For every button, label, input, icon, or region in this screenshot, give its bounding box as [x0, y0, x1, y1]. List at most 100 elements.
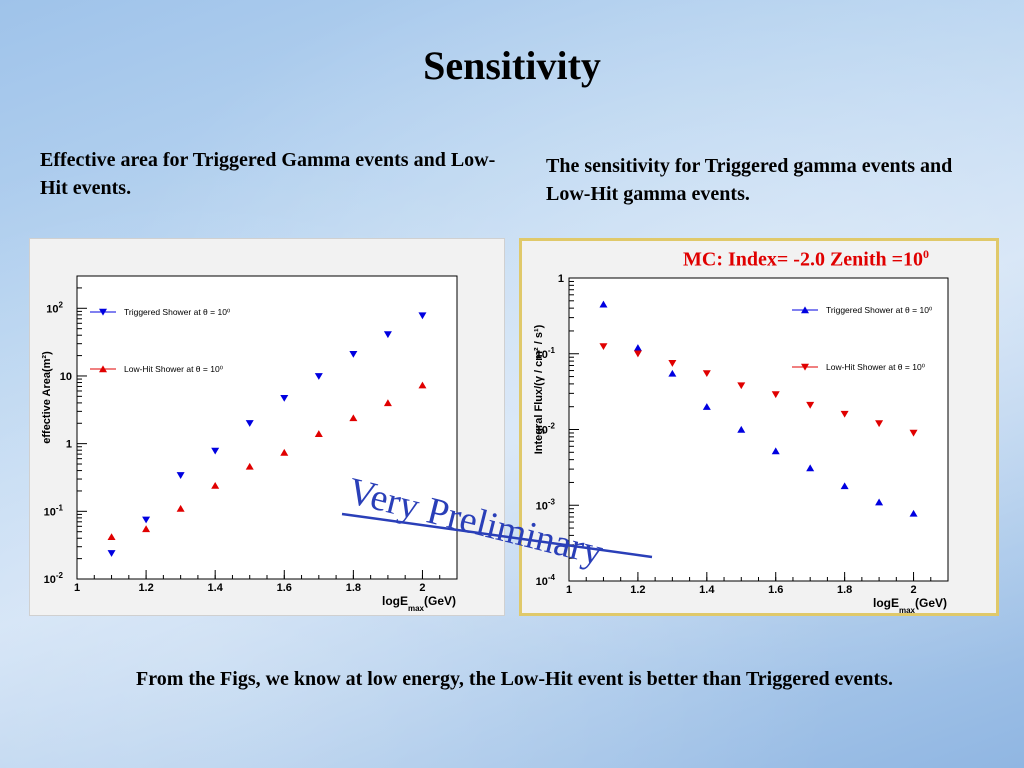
- data-point: [771, 391, 780, 399]
- legend-label: Triggered Shower at θ = 10⁰: [826, 305, 933, 315]
- data-point: [245, 462, 254, 470]
- x-tick-label: 1.6: [277, 582, 292, 594]
- data-point: [633, 350, 642, 358]
- legend-label: Triggered Shower at θ = 10⁰: [124, 307, 231, 317]
- data-point: [349, 414, 358, 422]
- y-tick-base: 10: [44, 574, 56, 586]
- data-point: [314, 430, 323, 437]
- data-point: [142, 525, 151, 533]
- x-label-subscript: max: [899, 606, 916, 613]
- data-point: [211, 481, 220, 489]
- x-tick-label: 1.4: [699, 584, 715, 596]
- data-point: [599, 300, 608, 308]
- x-tick-label: 2: [910, 584, 916, 596]
- legend-marker: [801, 363, 809, 371]
- series-low-hit: [599, 343, 918, 437]
- mc-parameters-label: MC: Index= -2.0 Zenith =100: [683, 247, 929, 272]
- data-point: [176, 504, 185, 512]
- data-point: [875, 420, 884, 428]
- x-label-subscript: max: [408, 604, 425, 613]
- y-axis-label: Integral Flux/(γ / cm² / s¹): [533, 324, 545, 454]
- y-tick-base: 10: [536, 500, 548, 512]
- y-tick-base: 1: [558, 273, 564, 285]
- data-point: [418, 312, 427, 320]
- x-label-main: logE: [873, 596, 899, 610]
- data-point: [418, 381, 427, 389]
- mc-label-text: MC: Index= -2.0 Zenith =10: [683, 248, 924, 271]
- series-triggered: [599, 300, 918, 517]
- y-tick-label: 1: [66, 439, 72, 451]
- legend-entry: Triggered Shower at θ = 10⁰: [792, 305, 933, 315]
- data-point: [875, 498, 884, 506]
- data-point: [107, 533, 116, 541]
- y-tick-exponent: 2: [59, 300, 64, 309]
- data-point: [383, 399, 392, 407]
- x-label-main: logE: [382, 594, 408, 608]
- x-tick-label: 2: [419, 582, 425, 594]
- data-point: [668, 369, 677, 377]
- legend-marker: [99, 365, 107, 373]
- x-axis-label: logEmax(GeV): [873, 596, 947, 613]
- data-point: [840, 482, 849, 490]
- x-label-unit: (GeV): [424, 594, 456, 608]
- y-tick-exponent: -3: [548, 497, 556, 506]
- legend-entry: Low-Hit Shower at θ = 10⁰: [90, 364, 224, 374]
- data-point: [633, 344, 642, 351]
- data-point: [737, 425, 746, 433]
- data-point: [280, 394, 289, 402]
- sensitivity-chart: 1 1.2 1.4 1.6 1.8 210-410-310-210-11Integral …: [533, 273, 949, 615]
- y-tick-base: 10: [536, 576, 548, 588]
- x-tick-label: 1.4: [208, 582, 224, 594]
- mc-label-superscript: 0: [923, 247, 930, 261]
- x-tick-label: 1.6: [768, 584, 783, 596]
- y-tick-label: 10-2: [536, 422, 556, 437]
- y-tick-exponent: -1: [56, 503, 64, 512]
- data-point: [737, 382, 746, 390]
- data-point: [107, 550, 116, 557]
- plot-area: [568, 277, 949, 582]
- data-point: [771, 447, 780, 455]
- y-tick-base: 10: [536, 425, 548, 437]
- y-tick-label: 1: [558, 273, 564, 285]
- legend-marker: [99, 308, 107, 316]
- legend-entry: Low-Hit Shower at θ = 10⁰: [792, 362, 926, 372]
- y-tick-label: 10-4: [536, 573, 556, 588]
- y-tick-base: 10: [44, 506, 56, 518]
- y-tick-base: 10: [46, 303, 58, 315]
- x-axis-ticks: 1 1.2 1.4 1.6 1.8 2: [566, 572, 949, 596]
- slide-title: Sensitivity: [423, 43, 601, 88]
- data-point: [280, 448, 289, 456]
- y-tick-exponent: -2: [548, 422, 556, 431]
- data-point: [349, 350, 358, 358]
- x-tick-label: 1: [74, 582, 80, 594]
- series-low-hit: [107, 381, 427, 541]
- sensitivity-chart-panel: 1 1.2 1.4 1.6 1.8 2 10-4 10-3 10-2 10-1 1 Integral …: [519, 238, 999, 616]
- data-point: [176, 472, 185, 479]
- x-axis-ticks: 1 1.2 1.4 1.6 1.8 2: [74, 570, 458, 594]
- data-point: [383, 331, 392, 339]
- legend-marker: [801, 306, 809, 314]
- x-axis-label: logEmax(GeV): [382, 594, 456, 613]
- data-point: [314, 373, 323, 380]
- data-point: [806, 464, 815, 472]
- data-point: [599, 343, 608, 351]
- y-tick-label: 10-1: [44, 503, 64, 518]
- y-tick-label: 10: [60, 371, 72, 383]
- data-point: [806, 401, 815, 409]
- x-tick-label: 1.8: [837, 584, 852, 596]
- y-tick-label: 10-1: [536, 346, 556, 361]
- y-tick-exponent: -4: [548, 573, 556, 582]
- effective-area-chart-panel: 1 1.2 1.4 1.6 1.8 2 10-2 10-1 1 10 102 effective Ar…: [29, 238, 505, 616]
- y-tick-base: 10: [60, 371, 72, 383]
- x-label-unit: (GeV): [915, 596, 947, 610]
- data-point: [702, 403, 711, 410]
- data-point: [142, 516, 151, 524]
- x-tick-label: 1.2: [138, 582, 153, 594]
- conclusion-text: From the Figs, we know at low energy, th…: [136, 668, 893, 690]
- data-point: [909, 509, 918, 517]
- right-chart-caption: The sensitivity for Triggered gamma even…: [546, 155, 953, 205]
- y-tick-base: 10: [536, 349, 548, 361]
- y-tick-exponent: -1: [548, 346, 556, 355]
